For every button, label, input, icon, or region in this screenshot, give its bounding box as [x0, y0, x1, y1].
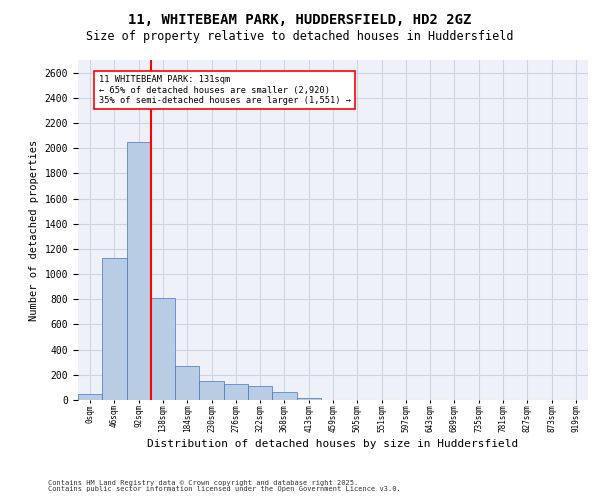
Y-axis label: Number of detached properties: Number of detached properties [29, 140, 39, 320]
Bar [272, 392, 296, 400]
Bar [248, 386, 272, 400]
Bar [102, 258, 127, 400]
X-axis label: Distribution of detached houses by size in Huddersfield: Distribution of detached houses by size … [148, 439, 518, 449]
Bar [199, 381, 224, 400]
Text: Contains HM Land Registry data © Crown copyright and database right 2025.
Contai: Contains HM Land Registry data © Crown c… [48, 480, 401, 492]
Text: 11 WHITEBEAM PARK: 131sqm
← 65% of detached houses are smaller (2,920)
35% of se: 11 WHITEBEAM PARK: 131sqm ← 65% of detac… [98, 75, 350, 105]
Bar [175, 366, 199, 400]
Bar [127, 142, 151, 400]
Bar [151, 298, 175, 400]
Bar [78, 394, 102, 400]
Bar [296, 398, 321, 400]
Text: 11, WHITEBEAM PARK, HUDDERSFIELD, HD2 2GZ: 11, WHITEBEAM PARK, HUDDERSFIELD, HD2 2G… [128, 12, 472, 26]
Text: Size of property relative to detached houses in Huddersfield: Size of property relative to detached ho… [86, 30, 514, 43]
Bar [224, 384, 248, 400]
